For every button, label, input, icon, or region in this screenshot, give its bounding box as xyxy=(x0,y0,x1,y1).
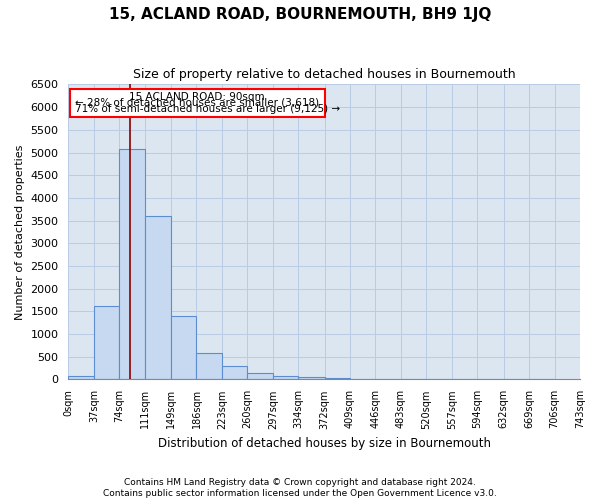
Bar xyxy=(247,372,273,380)
Bar xyxy=(273,376,298,380)
Bar xyxy=(119,149,145,380)
Bar xyxy=(325,378,350,380)
Text: Contains HM Land Registry data © Crown copyright and database right 2024.
Contai: Contains HM Land Registry data © Crown c… xyxy=(103,478,497,498)
Text: 71% of semi-detached houses are larger (9,125) →: 71% of semi-detached houses are larger (… xyxy=(75,104,340,114)
Text: 15, ACLAND ROAD, BOURNEMOUTH, BH9 1JQ: 15, ACLAND ROAD, BOURNEMOUTH, BH9 1JQ xyxy=(109,8,491,22)
Bar xyxy=(94,306,119,380)
Bar xyxy=(145,216,171,380)
Text: 15 ACLAND ROAD: 90sqm: 15 ACLAND ROAD: 90sqm xyxy=(130,92,265,102)
X-axis label: Distribution of detached houses by size in Bournemouth: Distribution of detached houses by size … xyxy=(158,437,491,450)
Bar xyxy=(70,88,325,117)
Text: ← 28% of detached houses are smaller (3,618): ← 28% of detached houses are smaller (3,… xyxy=(75,98,319,108)
Title: Size of property relative to detached houses in Bournemouth: Size of property relative to detached ho… xyxy=(133,68,515,80)
Bar xyxy=(196,353,222,380)
Bar xyxy=(68,376,94,380)
Bar xyxy=(222,366,247,380)
Bar xyxy=(298,377,325,380)
Bar xyxy=(171,316,196,380)
Y-axis label: Number of detached properties: Number of detached properties xyxy=(15,144,25,320)
